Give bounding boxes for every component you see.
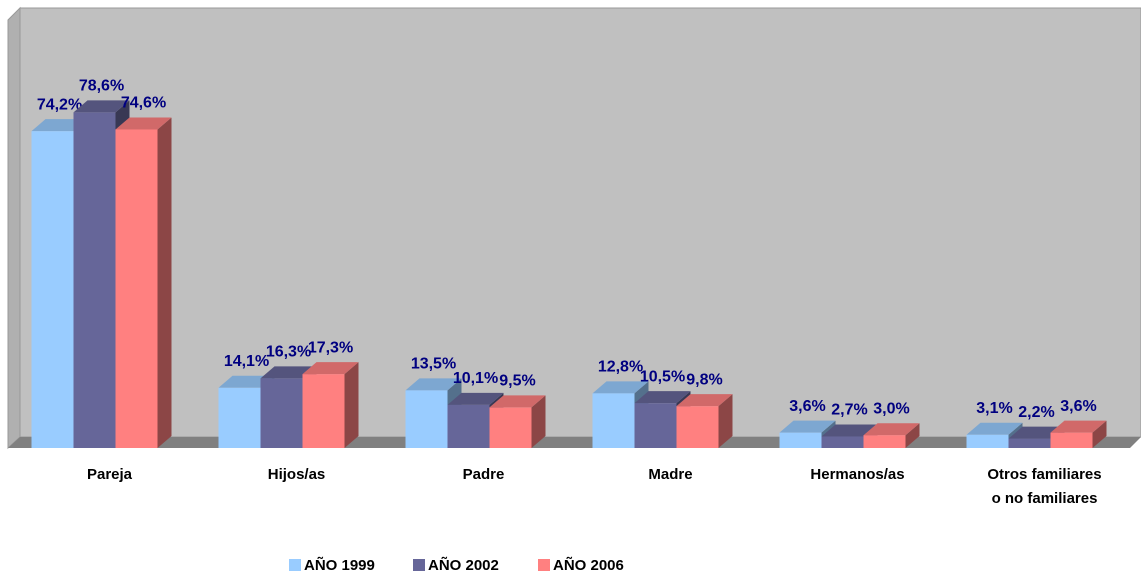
bar-top xyxy=(966,422,1023,435)
legend-swatch xyxy=(538,559,550,571)
value-label: 3,0% xyxy=(873,400,909,417)
value-label: 3,6% xyxy=(789,398,825,415)
x-tick-label: Hermanos/as xyxy=(810,466,905,483)
value-label: 2,7% xyxy=(831,402,867,419)
x-tick-label: Padre xyxy=(462,466,505,483)
x-tick-label: Madre xyxy=(648,466,693,483)
bar xyxy=(447,404,490,448)
side-wall xyxy=(7,6,21,450)
bar-side xyxy=(157,117,172,448)
value-label: 13,5% xyxy=(411,356,456,373)
bar-top xyxy=(302,362,359,375)
bar xyxy=(218,387,261,448)
value-label: 17,3% xyxy=(308,339,353,356)
value-label: 10,5% xyxy=(640,368,685,385)
legend-swatch xyxy=(289,559,301,571)
bar-top xyxy=(863,423,920,436)
value-label: 12,8% xyxy=(598,359,643,376)
bar-top xyxy=(447,392,504,405)
bar-top xyxy=(115,117,172,130)
bar-side xyxy=(344,362,359,448)
value-label: 78,6% xyxy=(79,78,124,95)
bar-side xyxy=(905,423,920,448)
bar xyxy=(405,390,448,448)
legend-label: AÑO 1999 xyxy=(304,556,375,574)
value-label: 10,1% xyxy=(453,370,498,387)
legend-label: AÑO 2006 xyxy=(553,556,624,574)
x-tick-label: Hijos/as xyxy=(267,466,326,483)
bar-top xyxy=(592,381,649,394)
bar xyxy=(31,131,74,448)
value-label: 74,6% xyxy=(121,95,166,112)
bar xyxy=(489,407,532,448)
value-label: 14,1% xyxy=(224,353,269,370)
bar-top xyxy=(821,424,878,437)
legend-label: AÑO 2002 xyxy=(428,556,499,574)
bar xyxy=(73,112,116,449)
bar xyxy=(634,403,677,448)
bar xyxy=(676,406,719,448)
bar-top xyxy=(405,378,462,391)
bar xyxy=(302,374,345,448)
value-label: 2,2% xyxy=(1018,404,1054,421)
bar-top xyxy=(779,420,836,433)
bar-top xyxy=(676,394,733,407)
bar xyxy=(821,436,864,448)
value-label: 74,2% xyxy=(37,96,82,113)
bar-top xyxy=(489,395,546,408)
bar-side xyxy=(531,395,546,448)
bar xyxy=(966,434,1009,448)
bar xyxy=(863,435,906,448)
back-wall xyxy=(19,7,1141,438)
bar-side xyxy=(1092,420,1107,448)
bar-top xyxy=(1050,420,1107,433)
value-label: 9,8% xyxy=(686,371,722,388)
bar-top xyxy=(73,100,130,113)
value-label: 16,3% xyxy=(266,344,311,361)
bar-top xyxy=(634,391,691,404)
value-label: 9,5% xyxy=(499,373,535,390)
value-label: 3,6% xyxy=(1060,398,1096,415)
legend-swatch xyxy=(413,559,425,571)
bar xyxy=(1050,432,1093,448)
bar xyxy=(1008,438,1051,448)
bar-side xyxy=(718,394,733,448)
value-label: 3,1% xyxy=(976,400,1012,417)
bar xyxy=(260,378,303,448)
x-tick-label: Otros familiares o no familiares xyxy=(987,466,1102,507)
x-tick-label: Pareja xyxy=(86,466,133,483)
bar xyxy=(115,129,158,448)
bar xyxy=(592,393,635,448)
bar xyxy=(779,432,822,448)
